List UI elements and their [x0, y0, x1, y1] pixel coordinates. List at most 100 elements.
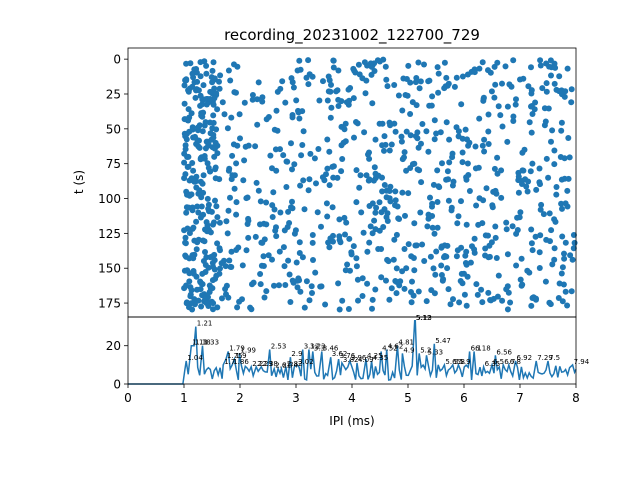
scatter-point: [553, 184, 560, 190]
scatter-point: [559, 264, 566, 271]
scatter-point: [424, 223, 431, 230]
scatter-point: [353, 119, 359, 125]
scatter-point: [198, 112, 205, 119]
scatter-point: [492, 223, 499, 230]
peak-label-23: 3.46: [323, 345, 339, 353]
scatter-point: [341, 214, 348, 221]
scatter-point: [524, 188, 531, 195]
scatter-point: [324, 165, 331, 172]
scatter-point: [403, 128, 410, 135]
scatter-point: [366, 149, 372, 156]
scatter-point: [491, 165, 498, 172]
scatter-point: [353, 167, 360, 174]
scatter-point: [506, 81, 513, 88]
scatter-point: [433, 248, 440, 255]
scatter-point: [429, 93, 436, 100]
scatter-point: [408, 299, 415, 306]
scatter-point: [330, 64, 337, 71]
scatter-point: [497, 112, 504, 119]
scatter-point: [181, 150, 188, 157]
scatter-point: [198, 303, 205, 310]
scatter-point: [289, 277, 296, 284]
scatter-point: [518, 255, 525, 262]
scatter-point: [429, 200, 436, 207]
scatter-point: [216, 85, 223, 92]
scatter-point: [547, 238, 553, 245]
scatter-point: [327, 88, 334, 95]
scatter-point: [197, 286, 204, 293]
scatter-point: [297, 288, 304, 295]
scatter-point: [463, 174, 470, 181]
scatter-point: [421, 61, 427, 68]
scatter-point: [371, 217, 378, 224]
scatter-point: [203, 219, 210, 226]
scatter-point: [353, 255, 360, 262]
scatter-point: [532, 233, 539, 240]
scatter-point: [249, 281, 255, 288]
scatter-point: [418, 179, 425, 186]
histogram-xticks: 0 1 2 3 4 5 6 7 8: [124, 384, 580, 405]
scatter-point: [341, 126, 348, 133]
scatter-point: [253, 179, 260, 186]
scatter-point: [391, 120, 398, 127]
scatter-point: [236, 111, 243, 118]
scatter-point: [380, 224, 387, 230]
scatter-point: [213, 203, 220, 210]
scatter-point: [381, 147, 387, 154]
scatter-point: [446, 136, 453, 143]
peak-label-52: 7.5: [549, 354, 560, 362]
scatter-point: [393, 290, 400, 297]
scatter-point: [209, 285, 216, 292]
scatter-point: [309, 232, 316, 238]
scatter-point: [324, 213, 331, 220]
scatter-point: [417, 78, 424, 85]
scatter-point: [361, 59, 368, 66]
scatter-point: [381, 182, 388, 188]
scatter-point: [316, 97, 323, 104]
peak-label-28: 4.09: [358, 356, 374, 364]
scatter-point: [198, 203, 205, 210]
scatter-point: [339, 297, 346, 304]
scatter-point: [320, 78, 326, 85]
scatter-point: [243, 247, 250, 254]
scatter-point: [428, 102, 435, 109]
scatter-point: [356, 184, 363, 191]
scatter-point: [300, 177, 307, 184]
scatter-point: [193, 218, 200, 225]
scatter-point: [472, 143, 479, 150]
scatter-point: [543, 80, 550, 87]
scatter-point: [570, 245, 577, 252]
scatter-point: [457, 278, 464, 284]
scatter-point: [568, 86, 575, 93]
scatter-point: [556, 280, 563, 287]
peak-label-12: 2.29: [257, 360, 273, 368]
scatter-point: [557, 154, 564, 160]
scatter-point: [564, 302, 571, 309]
scatter-point: [434, 64, 441, 71]
scatter-point: [199, 180, 206, 187]
scatter-point: [201, 238, 208, 245]
scatter-point: [556, 88, 563, 95]
scatter-point: [399, 268, 406, 275]
scatter-point: [207, 96, 214, 102]
scatter-point: [419, 241, 426, 248]
scatter-point: [271, 206, 278, 213]
scatter-point: [438, 262, 445, 269]
scatter-point: [223, 218, 230, 225]
scatter-point: [350, 243, 357, 250]
scatter-point: [221, 111, 228, 118]
scatter-point: [485, 111, 492, 118]
scatter-point: [570, 232, 577, 238]
scatter-point: [323, 200, 330, 207]
scatter-point: [471, 246, 478, 253]
scatter-point: [231, 89, 238, 96]
scatter-point: [379, 174, 385, 181]
scatter-point: [528, 129, 535, 136]
scatter-point: [288, 140, 294, 147]
peak-label-22: 3.3: [314, 345, 325, 353]
scatter-point: [537, 206, 544, 213]
scatter-point: [441, 85, 448, 92]
peak-label-24: 3.62: [332, 350, 348, 358]
scatter-point: [445, 286, 452, 293]
scatter-point: [463, 221, 470, 228]
